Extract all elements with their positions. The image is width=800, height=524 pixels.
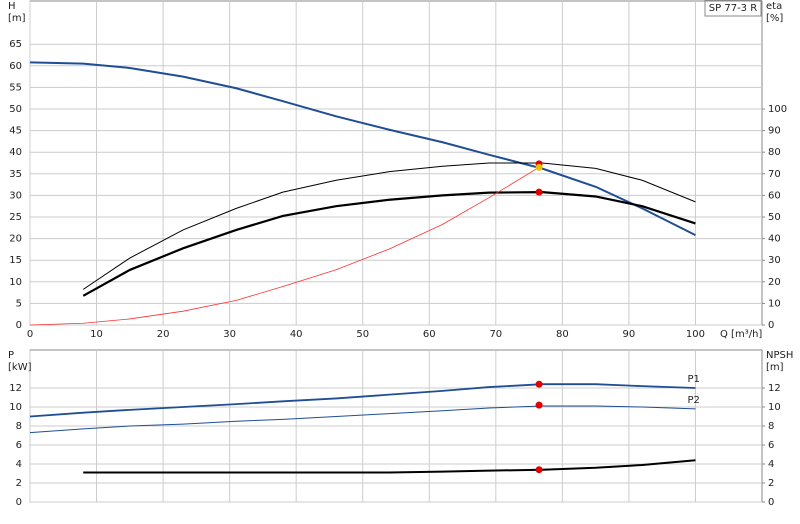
x-tick-label: 0 <box>27 329 33 340</box>
y-tick-label: 8 <box>16 421 22 432</box>
y2-tick-label: 10 <box>768 298 781 309</box>
operating-point <box>535 401 543 409</box>
y2-tick-label: 6 <box>768 440 774 451</box>
x-tick-label: 20 <box>157 329 170 340</box>
y-tick-label: 10 <box>9 402 22 413</box>
y-tick-label: 25 <box>9 212 22 223</box>
x-axis-title: Q [m³/h] <box>720 329 762 340</box>
y2-tick-label: 20 <box>768 277 781 288</box>
y2-axis-title: [m] <box>766 362 784 373</box>
y-tick-label: 10 <box>9 277 22 288</box>
y-tick-label: 2 <box>16 478 22 489</box>
y-axis-title: [kW] <box>8 362 32 373</box>
y-tick-label: 35 <box>9 169 22 180</box>
y-tick-label: 50 <box>9 104 22 115</box>
plot-frame <box>29 0 763 326</box>
y2-tick-label: 40 <box>768 234 781 245</box>
series-line <box>82 162 696 290</box>
y2-tick-label: 8 <box>768 421 774 432</box>
y-axis-title: [m] <box>8 13 26 24</box>
x-tick-label: 60 <box>423 329 436 340</box>
y-tick-label: 65 <box>9 39 22 50</box>
series-line <box>29 405 696 434</box>
y-tick-label: 60 <box>9 61 22 72</box>
series-label: P1 <box>687 374 699 385</box>
operating-point <box>535 188 543 196</box>
y2-axis-title: [%] <box>766 13 783 24</box>
y2-tick-label: 100 <box>768 104 787 115</box>
title-box <box>704 0 762 17</box>
y2-tick-label: 90 <box>768 126 781 137</box>
x-tick-label: 80 <box>556 329 569 340</box>
y2-axis-title: eta <box>766 1 782 12</box>
series-line <box>29 383 696 418</box>
y2-tick-label: 80 <box>768 147 781 158</box>
chart-title: SP 77-3 R <box>709 3 757 14</box>
series-label: P2 <box>687 395 699 406</box>
y-axis-title: H <box>8 1 16 12</box>
y2-tick-label: 70 <box>768 169 781 180</box>
y-tick-label: 15 <box>9 255 22 266</box>
x-tick-label: 90 <box>623 329 636 340</box>
x-tick-label: 70 <box>489 329 502 340</box>
series-line <box>29 166 540 326</box>
y2-tick-label: 0 <box>768 320 774 331</box>
x-tick-label: 10 <box>90 329 103 340</box>
operating-point <box>535 163 543 171</box>
x-tick-label: 100 <box>686 329 705 340</box>
y-tick-label: 55 <box>9 82 22 93</box>
series-line <box>83 459 696 474</box>
y-tick-label: 45 <box>9 126 22 137</box>
y2-tick-label: 60 <box>768 190 781 201</box>
y-tick-label: 30 <box>9 190 22 201</box>
operating-point <box>535 466 543 474</box>
y-tick-label: 12 <box>9 383 22 394</box>
x-tick-label: 40 <box>290 329 303 340</box>
y2-tick-label: 0 <box>768 497 774 508</box>
y-tick-label: 4 <box>16 459 22 470</box>
y2-tick-label: 30 <box>768 255 781 266</box>
x-tick-label: 30 <box>223 329 236 340</box>
y-tick-label: 6 <box>16 440 22 451</box>
series-line <box>29 61 696 237</box>
y2-tick-label: 50 <box>768 212 781 223</box>
y2-tick-label: 12 <box>768 383 781 394</box>
y2-tick-label: 2 <box>768 478 774 489</box>
y2-tick-label: 4 <box>768 459 774 470</box>
series-line <box>82 191 696 297</box>
y2-tick-label: 10 <box>768 402 781 413</box>
y2-axis-title: NPSH <box>766 350 793 361</box>
y-tick-label: 0 <box>16 320 22 331</box>
x-tick-label: 50 <box>356 329 369 340</box>
y-axis-title: P <box>8 350 14 361</box>
operating-point <box>535 380 543 388</box>
y-tick-label: 0 <box>16 497 22 508</box>
y-tick-label: 40 <box>9 147 22 158</box>
y-tick-label: 20 <box>9 234 22 245</box>
y-tick-label: 5 <box>16 298 22 309</box>
